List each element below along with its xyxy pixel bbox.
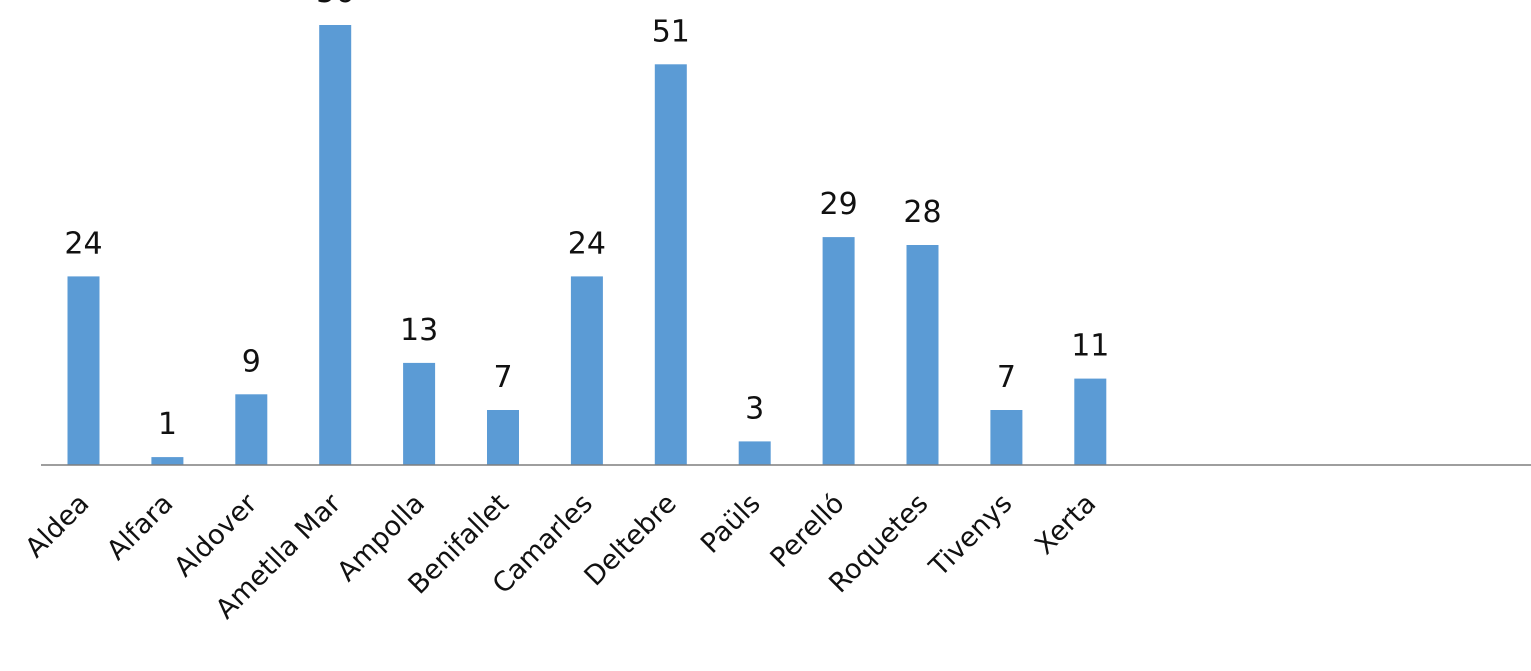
bar-7 [654,64,687,466]
data-label-7: 51 [652,14,690,49]
category-label-11: Tivenys [923,488,1018,583]
bar-1 [151,457,184,465]
category-label-8: Paüls [695,488,767,560]
data-label-1: 1 [158,407,177,442]
bar-2 [235,394,268,465]
value-labels-group: 24 1 9 56 13 7 24 51 3 29 28 7 11 [64,0,1109,442]
data-label-4: 13 [400,313,438,348]
category-label-1: Alfara [101,488,179,566]
data-label-12: 11 [1071,329,1109,364]
data-label-8: 3 [745,391,764,426]
data-label-5: 7 [493,360,512,395]
bar-3 [319,25,352,465]
bar-5 [487,410,519,465]
bar-0 [67,276,100,465]
category-label-0: Aldea [20,488,96,564]
bar-11 [990,410,1023,465]
bar-8 [738,441,771,465]
category-label-7: Deltebre [579,488,683,592]
category-label-9: Perelló [765,488,851,574]
bars-group [67,25,1107,466]
data-label-6: 24 [568,226,606,261]
bar-12 [1074,378,1107,465]
category-label-12: Xerta [1029,488,1102,561]
bar-4 [403,362,436,465]
data-label-10: 28 [903,195,941,230]
bar-6 [570,276,603,465]
bar-10 [906,245,939,465]
data-label-11: 7 [997,360,1016,395]
data-label-2: 9 [242,344,261,379]
data-label-3: 56 [316,0,354,10]
bar-9 [822,237,855,465]
data-label-0: 24 [64,226,102,261]
data-label-9: 29 [820,187,858,222]
